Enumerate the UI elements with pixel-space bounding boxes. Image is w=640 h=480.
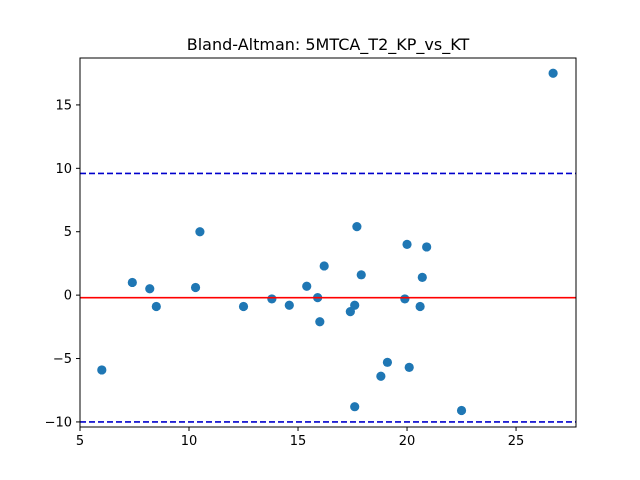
data-point: [456, 405, 467, 416]
y-tick-label: 0: [64, 289, 72, 304]
data-point: [97, 365, 107, 375]
data-point: [284, 300, 294, 310]
data-point: [315, 317, 325, 327]
x-tick-label: 15: [290, 434, 307, 449]
y-tick-label: 15: [55, 98, 72, 113]
data-layer: [80, 68, 576, 423]
plot-area: 5 10 15 20 25 −10 −5 0 5 10 15: [45, 57, 577, 449]
y-tick-label: −10: [45, 415, 72, 430]
data-point: [404, 362, 414, 373]
data-point: [402, 239, 412, 250]
data-point: [145, 284, 155, 294]
data-point: [422, 242, 432, 252]
plot-frame: [79, 57, 577, 428]
x-tick-label: 5: [76, 434, 84, 449]
y-tick-label: 10: [55, 162, 72, 177]
data-point: [415, 301, 425, 312]
data-point: [548, 68, 558, 78]
data-point: [151, 301, 161, 312]
data-point: [238, 301, 249, 312]
data-point: [382, 357, 393, 367]
x-tick-label: 10: [181, 434, 198, 449]
data-point: [400, 294, 410, 304]
data-point: [267, 294, 277, 304]
data-point: [127, 277, 137, 288]
data-point: [352, 222, 362, 232]
data-point: [417, 272, 427, 282]
data-point: [356, 270, 366, 280]
data-point: [302, 281, 312, 291]
data-point: [350, 300, 360, 310]
data-point: [190, 282, 201, 293]
data-point: [350, 402, 360, 412]
data-point: [376, 371, 386, 381]
chart-title: Bland-Altman: 5MTCA_T2_KP_vs_KT: [187, 35, 470, 55]
data-point: [319, 261, 329, 271]
y-tick-label: 5: [64, 225, 72, 240]
data-point: [195, 227, 205, 237]
x-tick-label: 20: [399, 434, 416, 449]
y-tick-label: −5: [53, 352, 72, 367]
x-tick-label: 25: [508, 434, 525, 449]
